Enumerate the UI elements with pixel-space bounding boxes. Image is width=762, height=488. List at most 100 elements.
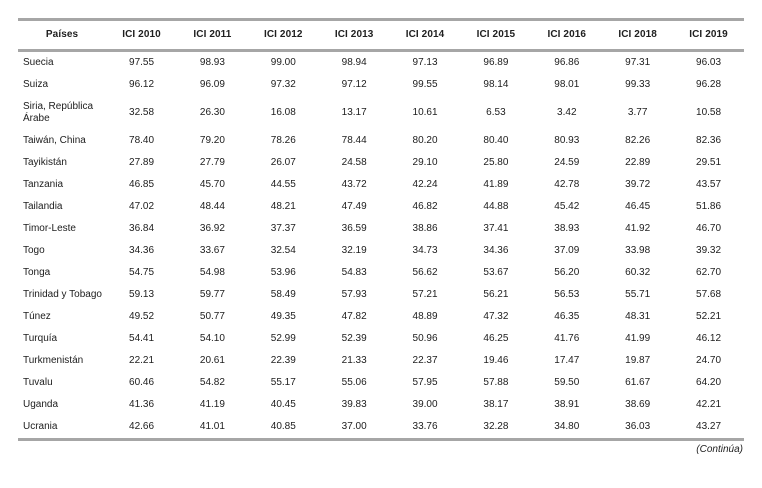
value-cell: 26.30 bbox=[199, 107, 225, 118]
value-cell: 54.75 bbox=[129, 267, 155, 278]
value-cell: 19.87 bbox=[625, 355, 651, 366]
value-cell: 39.00 bbox=[412, 399, 438, 410]
value-cell: 38.69 bbox=[625, 399, 651, 410]
value-cell: 97.31 bbox=[625, 57, 651, 68]
value-cell: 16.08 bbox=[270, 107, 296, 118]
column-header-year: ICI 2014 bbox=[405, 29, 445, 40]
value-cell: 57.95 bbox=[412, 377, 438, 388]
value-cell: 60.32 bbox=[625, 267, 651, 278]
value-cell: 41.01 bbox=[199, 421, 225, 432]
value-cell: 54.82 bbox=[199, 377, 225, 388]
value-cell: 47.32 bbox=[483, 311, 509, 322]
column-header-year: ICI 2012 bbox=[263, 29, 303, 40]
value-cell: 80.40 bbox=[483, 135, 509, 146]
value-cell: 80.93 bbox=[554, 135, 580, 146]
table-row: Turquía 54.41 54.10 52.99 52.39 50.96 46.25 41.… bbox=[18, 328, 744, 350]
value-cell: 78.44 bbox=[341, 135, 367, 146]
value-cell: 32.19 bbox=[341, 245, 367, 256]
table-row: Suiza 96.12 96.09 97.32 97.12 99.55 98.14 98.01… bbox=[18, 74, 744, 96]
country-cell: Ucrania bbox=[23, 421, 58, 432]
column-header-year: ICI 2010 bbox=[122, 29, 161, 40]
value-cell: 25.80 bbox=[483, 157, 509, 168]
value-cell: 41.92 bbox=[625, 223, 651, 234]
value-cell: 32.28 bbox=[483, 421, 509, 432]
value-cell: 46.85 bbox=[129, 179, 155, 190]
value-cell: 82.26 bbox=[625, 135, 651, 146]
value-cell: 47.82 bbox=[341, 311, 367, 322]
value-cell: 60.46 bbox=[129, 377, 155, 388]
value-cell: 53.96 bbox=[270, 267, 296, 278]
continua-note: (Continúa) bbox=[696, 444, 743, 455]
value-cell: 55.17 bbox=[270, 377, 296, 388]
value-cell: 41.99 bbox=[625, 333, 651, 344]
value-cell: 99.00 bbox=[270, 57, 296, 68]
value-cell: 97.13 bbox=[412, 57, 438, 68]
value-cell: 42.66 bbox=[129, 421, 155, 432]
value-cell: 59.13 bbox=[129, 289, 155, 300]
value-cell: 50.96 bbox=[412, 333, 438, 344]
value-cell: 51.86 bbox=[696, 201, 722, 212]
value-cell: 29.10 bbox=[412, 157, 438, 168]
table-row: Tayikistán 27.89 27.79 26.07 24.58 29.10 25.80… bbox=[18, 152, 744, 174]
value-cell: 24.70 bbox=[696, 355, 722, 366]
value-cell: 49.52 bbox=[129, 311, 155, 322]
value-cell: 59.77 bbox=[199, 289, 225, 300]
value-cell: 54.83 bbox=[341, 267, 367, 278]
value-cell: 39.72 bbox=[625, 179, 651, 190]
value-cell: 98.94 bbox=[341, 57, 367, 68]
value-cell: 48.89 bbox=[412, 311, 438, 322]
value-cell: 46.35 bbox=[554, 311, 580, 322]
value-cell: 52.39 bbox=[341, 333, 367, 344]
value-cell: 57.93 bbox=[341, 289, 367, 300]
country-cell: Turkmenistán bbox=[23, 355, 84, 366]
value-cell: 20.61 bbox=[199, 355, 225, 366]
value-cell: 46.45 bbox=[625, 201, 651, 212]
country-cell: Turquía bbox=[23, 333, 58, 344]
value-cell: 96.12 bbox=[129, 79, 155, 90]
value-cell: 55.71 bbox=[625, 289, 651, 300]
country-cell: Trinidad y Tobago bbox=[23, 289, 102, 300]
value-cell: 57.68 bbox=[696, 289, 722, 300]
table-body: Suecia 97.55 98.93 99.00 98.94 97.13 96.89 96.8… bbox=[18, 51, 744, 440]
country-cell: Tayikistán bbox=[23, 157, 67, 168]
value-cell: 34.80 bbox=[554, 421, 580, 432]
country-cell: Timor-Leste bbox=[23, 223, 76, 234]
value-cell: 38.91 bbox=[554, 399, 580, 410]
value-cell: 42.24 bbox=[412, 179, 438, 190]
column-header-year: ICI 2013 bbox=[334, 29, 374, 40]
country-cell: Tailandia bbox=[23, 201, 63, 212]
value-cell: 37.41 bbox=[483, 223, 509, 234]
ici-table: Países ICI 2010 ICI 2011 ICI 2012 ICI 2013 IC… bbox=[18, 18, 744, 441]
value-cell: 48.31 bbox=[625, 311, 651, 322]
value-cell: 46.12 bbox=[696, 333, 722, 344]
table-row: Siria, República Árabe 32.58 26.30 16.08 13.… bbox=[18, 96, 744, 130]
table-row: Trinidad y Tobago 59.13 59.77 58.49 57.93 57.… bbox=[18, 284, 744, 306]
value-cell: 96.28 bbox=[696, 79, 722, 90]
table-row: Taiwán, China 78.40 79.20 78.26 78.44 80.20 80… bbox=[18, 130, 744, 152]
value-cell: 3.77 bbox=[627, 107, 648, 118]
value-cell: 42.78 bbox=[554, 179, 580, 190]
table-row: Timor-Leste 36.84 36.92 37.37 36.59 38.86 37.4… bbox=[18, 218, 744, 240]
value-cell: 99.55 bbox=[412, 79, 438, 90]
value-cell: 98.01 bbox=[554, 79, 580, 90]
table-row: Uganda 41.36 41.19 40.45 39.83 39.00 38.17 38.9… bbox=[18, 394, 744, 416]
value-cell: 38.17 bbox=[483, 399, 509, 410]
value-cell: 36.03 bbox=[625, 421, 651, 432]
value-cell: 42.21 bbox=[696, 399, 722, 410]
value-cell: 34.36 bbox=[483, 245, 509, 256]
value-cell: 79.20 bbox=[199, 135, 225, 146]
value-cell: 29.51 bbox=[696, 157, 722, 168]
value-cell: 22.21 bbox=[129, 355, 155, 366]
value-cell: 21.33 bbox=[341, 355, 367, 366]
value-cell: 13.17 bbox=[341, 107, 367, 118]
value-cell: 44.55 bbox=[270, 179, 296, 190]
value-cell: 47.49 bbox=[341, 201, 367, 212]
column-header-year: ICI 2015 bbox=[476, 29, 516, 40]
value-cell: 17.47 bbox=[554, 355, 580, 366]
value-cell: 22.89 bbox=[625, 157, 651, 168]
value-cell: 64.20 bbox=[696, 377, 722, 388]
value-cell: 46.82 bbox=[412, 201, 438, 212]
value-cell: 33.67 bbox=[199, 245, 225, 256]
value-cell: 56.20 bbox=[554, 267, 580, 278]
table-row: Togo 34.36 33.67 32.54 32.19 34.73 34.36 37.09 3… bbox=[18, 240, 744, 262]
